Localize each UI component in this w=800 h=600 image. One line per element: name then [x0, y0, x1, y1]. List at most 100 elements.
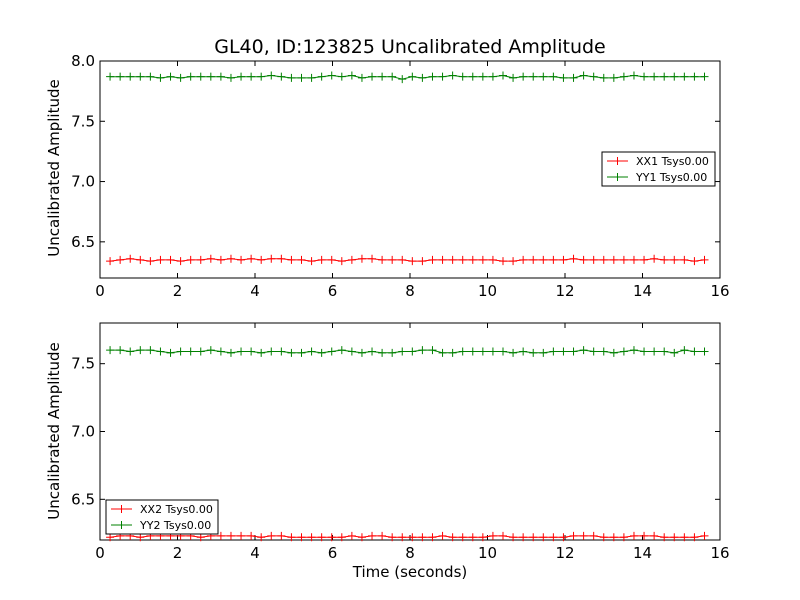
data-point: [317, 348, 326, 357]
data-point: [468, 533, 477, 542]
data-point: [247, 72, 256, 81]
data-point: [700, 72, 709, 81]
data-point: [347, 255, 356, 264]
data-point: [579, 255, 588, 264]
data-point: [317, 533, 326, 542]
data-point: [196, 255, 205, 264]
data-point: [438, 348, 447, 357]
data-point: [136, 346, 145, 355]
data-point: [519, 347, 528, 356]
data-point: [398, 255, 407, 264]
data-point: [166, 72, 175, 81]
data-point: [509, 257, 518, 266]
data-point: [670, 255, 679, 264]
data-point: [428, 346, 437, 355]
data-point: [428, 255, 437, 264]
data-point: [368, 347, 377, 356]
data-point: [529, 72, 538, 81]
data-point: [277, 347, 286, 356]
data-point: [468, 255, 477, 264]
data-point: [378, 72, 387, 81]
data-point: [569, 347, 578, 356]
data-point: [569, 531, 578, 540]
data-point: [650, 347, 659, 356]
data-point: [136, 72, 145, 81]
data-point: [629, 346, 638, 355]
x-tick-label: 8: [405, 282, 415, 300]
data-point: [539, 72, 548, 81]
data-point: [700, 255, 709, 264]
data-point: [368, 254, 377, 263]
data-point: [196, 72, 205, 81]
data-point: [186, 72, 195, 81]
x-tick-label: 8: [405, 544, 415, 562]
x-tick-label: 4: [250, 544, 260, 562]
data-point: [458, 347, 467, 356]
data-point: [549, 72, 558, 81]
data-point: [196, 347, 205, 356]
data-point: [478, 255, 487, 264]
data-point: [277, 72, 286, 81]
data-point: [650, 254, 659, 263]
data-point: [478, 533, 487, 542]
data-point: [226, 73, 235, 82]
x-tick-label: 6: [328, 282, 338, 300]
data-point: [448, 533, 457, 542]
data-point: [499, 531, 507, 540]
x-tick-label: 4: [250, 282, 260, 300]
data-point: [650, 531, 659, 540]
data-point: [488, 255, 497, 264]
y-tick-label: 7.5: [71, 112, 95, 130]
y-tick-label: 6.5: [71, 490, 95, 508]
data-point: [156, 73, 165, 82]
data-point: [549, 255, 558, 264]
legend-marker: [117, 521, 126, 529]
data-point: [448, 71, 457, 80]
data-point: [609, 533, 618, 542]
data-point: [680, 346, 689, 355]
data-point: [146, 346, 155, 355]
data-point: [357, 73, 366, 82]
data-point: [458, 533, 467, 542]
series-group: [106, 71, 709, 266]
legend: XX1 Tsys0.00 YY1 Tsys0.00: [601, 151, 716, 187]
data-point: [216, 255, 225, 264]
data-point: [428, 72, 437, 81]
data-point: [277, 254, 286, 263]
data-point: [126, 347, 135, 356]
data-point: [599, 255, 608, 264]
data-point: [297, 73, 306, 82]
data-point: [549, 533, 558, 542]
legend-label: XX2 Tsys0.00: [140, 503, 213, 516]
y-axis-label: Uncalibrated Amplitude: [45, 342, 63, 519]
data-point: [629, 71, 638, 80]
data-point: [307, 533, 316, 542]
data-point: [357, 254, 366, 263]
data-point: [418, 533, 427, 542]
data-point: [488, 347, 497, 356]
data-point: [176, 73, 185, 82]
data-point: [690, 257, 699, 266]
data-point: [347, 71, 356, 80]
data-point: [126, 254, 135, 263]
data-point: [327, 533, 336, 542]
data-point: [267, 347, 276, 356]
data-point: [609, 73, 618, 82]
data-point: [186, 255, 195, 264]
data-point: [327, 255, 336, 264]
data-point: [559, 347, 568, 356]
data-point: [136, 533, 145, 542]
data-point: [206, 254, 215, 263]
data-point: [347, 347, 356, 356]
data-point: [378, 348, 387, 357]
data-point: [468, 72, 477, 81]
data-point: [549, 347, 558, 356]
data-point: [287, 73, 296, 82]
data-point: [509, 73, 518, 82]
data-point: [398, 75, 407, 84]
data-point: [116, 72, 125, 81]
data-point: [448, 255, 457, 264]
data-point: [126, 72, 135, 81]
data-point: [166, 348, 175, 357]
